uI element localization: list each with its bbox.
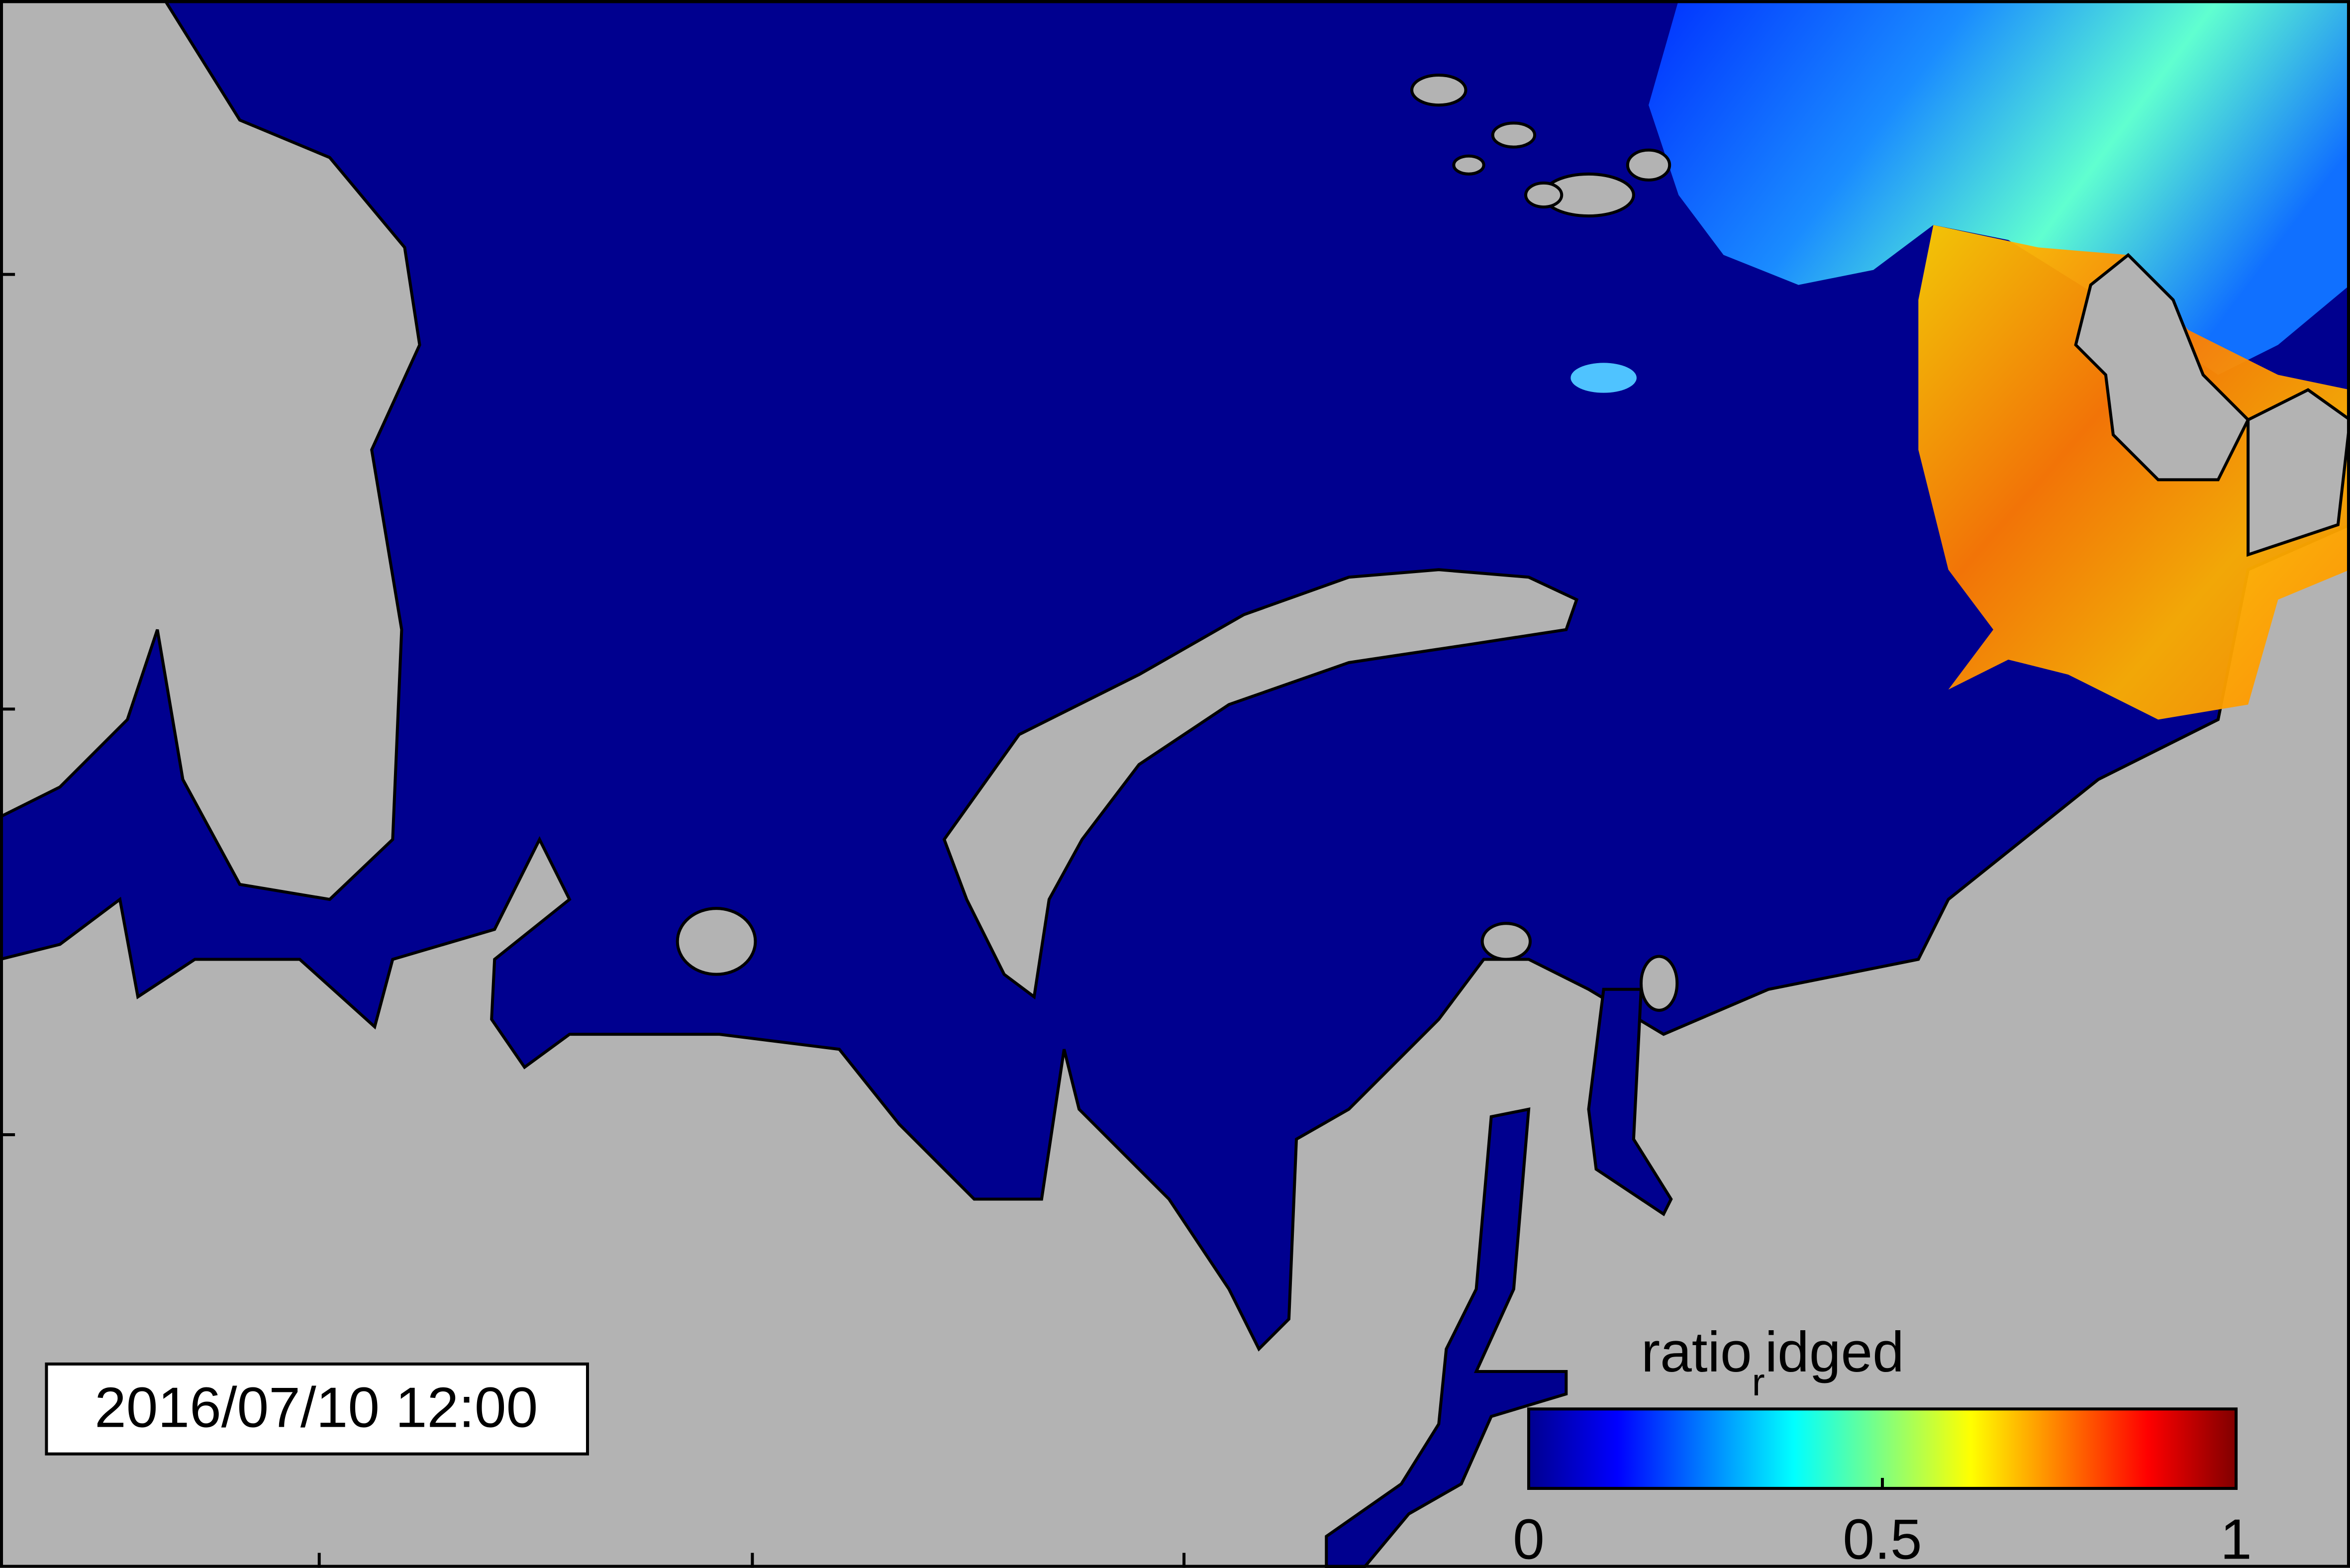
ice-field <box>1649 0 2350 375</box>
label-subscript: r <box>1752 1360 1765 1404</box>
colorbar-tick-label: 0.5 <box>1843 1508 1922 1568</box>
novaya-zemlya <box>942 568 1579 1000</box>
label-rest: idged <box>1765 1320 1904 1384</box>
ice-patch <box>1570 363 1637 393</box>
island <box>1480 922 1532 961</box>
label-main: ratio <box>1641 1320 1752 1384</box>
axis-ticks <box>0 273 1186 1568</box>
colorbar-label: ratioridged <box>1641 1320 1904 1404</box>
timestamp: 2016/07/10 12:00 <box>95 1375 538 1439</box>
franz-josef-land <box>1410 73 1671 218</box>
scandinavia <box>0 0 421 901</box>
colorbar-tick-label: 1 <box>2220 1508 2252 1568</box>
river-channel <box>1587 987 1673 1217</box>
ice-field <box>1918 225 2350 720</box>
severnaya-zemlya <box>2247 388 2350 557</box>
colorbar-tick-label: 0 <box>1513 1508 1545 1568</box>
kolguev-island <box>676 907 757 976</box>
river-channel <box>1325 1107 1568 1568</box>
colorbar <box>1527 1407 2238 1490</box>
island <box>1639 955 1679 1012</box>
severnaya-zemlya <box>2074 253 2250 482</box>
timestamp-box <box>45 1362 589 1456</box>
